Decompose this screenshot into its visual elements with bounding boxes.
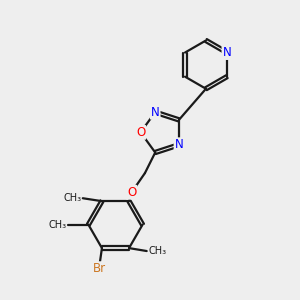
Text: O: O xyxy=(136,126,145,139)
Text: CH₃: CH₃ xyxy=(48,220,66,230)
Text: O: O xyxy=(127,186,136,199)
Text: CH₃: CH₃ xyxy=(148,246,166,256)
Text: Br: Br xyxy=(92,262,106,275)
Text: CH₃: CH₃ xyxy=(63,193,81,203)
Text: N: N xyxy=(151,106,160,119)
Text: N: N xyxy=(175,138,183,151)
Text: N: N xyxy=(223,46,231,59)
